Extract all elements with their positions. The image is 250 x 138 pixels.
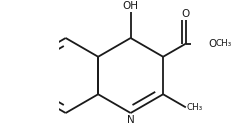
Text: CH₃: CH₃: [215, 39, 231, 48]
Text: N: N: [127, 115, 134, 125]
Text: O: O: [182, 9, 190, 19]
Text: OH: OH: [122, 1, 138, 11]
Text: O: O: [209, 39, 217, 49]
Text: CH₃: CH₃: [186, 103, 203, 112]
